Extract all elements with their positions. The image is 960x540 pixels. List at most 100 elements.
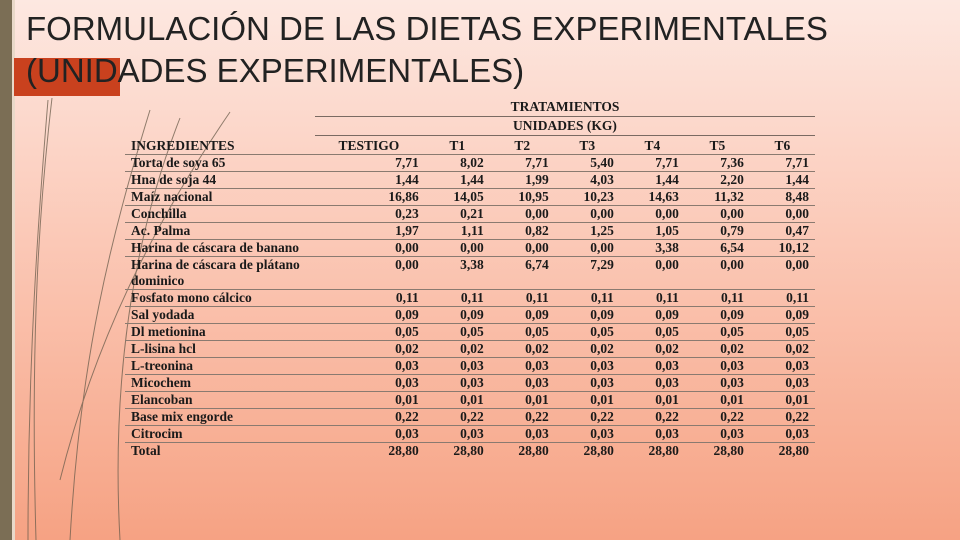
- ingredient-name: Dl metionina: [125, 323, 313, 341]
- table-row: L-treonina 0,03 0,03 0,03 0,03 0,03 0,03 0,03: [125, 357, 815, 375]
- table-cell: 6,74: [489, 256, 555, 290]
- column-header: TESTIGO: [313, 136, 425, 155]
- table-cell: 0,01: [424, 391, 490, 409]
- table-cell: 0,02: [619, 340, 685, 358]
- table-row: Total 28,80 28,80 28,80 28,80 28,80 28,80 28,80: [125, 443, 815, 460]
- table-cell: 1,25: [554, 222, 620, 240]
- ingredient-name: Micochem: [125, 374, 313, 392]
- ingredient-name: Ac. Palma: [125, 222, 313, 240]
- table-cell: 0,03: [554, 357, 620, 375]
- table-cell: 0,02: [554, 340, 620, 358]
- table-cell: 0,00: [684, 205, 750, 223]
- table-cell: 0,00: [749, 256, 815, 290]
- table-cell: 0,00: [489, 239, 555, 257]
- table-cell: 0,00: [684, 256, 750, 290]
- ingredient-name: Sal yodada: [125, 306, 313, 324]
- table-cell: 0,00: [313, 239, 425, 257]
- table-cell: 7,36: [684, 154, 750, 172]
- ingredient-name: Base mix engorde: [125, 408, 313, 426]
- table-cell: 0,79: [684, 222, 750, 240]
- ingredients-table: INGREDIENTES TESTIGO T1 T2 T3 T4 T5 T6 T…: [125, 136, 815, 459]
- table-cell: 0,01: [619, 391, 685, 409]
- table-cell: 0,11: [313, 289, 425, 307]
- ingredient-name: Conchilla: [125, 205, 313, 223]
- table-cell: 28,80: [518, 443, 549, 458]
- table-cell: 0,09: [554, 306, 620, 324]
- ingredient-name: L-lisina hcl: [125, 340, 313, 358]
- table-cell: 0,03: [489, 357, 555, 375]
- table-row: L-lisina hcl 0,02 0,02 0,02 0,02 0,02 0,02 0,02: [125, 340, 815, 358]
- table-cell: 1,44: [313, 171, 425, 189]
- table-cell: 28,80: [583, 443, 614, 458]
- table-cell: 0,03: [684, 425, 750, 443]
- column-header: T3: [554, 136, 620, 155]
- table-cell: 0,00: [313, 256, 425, 290]
- table-cell: 0,01: [684, 391, 750, 409]
- table-cell: 0,02: [424, 340, 490, 358]
- table-cell: 7,71: [313, 154, 425, 172]
- table-cell: 0,09: [313, 306, 425, 324]
- table-cell: 5,40: [554, 154, 620, 172]
- table-cell: 0,03: [489, 425, 555, 443]
- left-decorative-stripe: [12, 0, 15, 540]
- column-header: INGREDIENTES: [125, 136, 313, 155]
- table-cell: 0,03: [554, 425, 620, 443]
- table-cell: 0,03: [749, 425, 815, 443]
- table-row: Torta de soya 65 7,71 8,02 7,71 5,40 7,71 7,36…: [125, 154, 815, 172]
- table-cell: 0,11: [554, 289, 620, 307]
- table-cell: 28,80: [648, 443, 679, 458]
- column-header: T1: [424, 136, 490, 155]
- table-cell: 0,02: [313, 340, 425, 358]
- table-cell: 0,02: [684, 340, 750, 358]
- ingredient-name: Fosfato mono cálcico: [125, 289, 313, 307]
- table-cell: 16,86: [313, 188, 425, 206]
- treatments-header: TRATAMIENTOS: [315, 98, 815, 117]
- column-header: T4: [619, 136, 685, 155]
- table-cell: 0,03: [684, 357, 750, 375]
- ingredient-name: Harina de cáscara de banano: [125, 239, 313, 257]
- table-cell: 0,05: [313, 323, 425, 341]
- table-cell: 0,22: [424, 408, 490, 426]
- table-cell: 1,44: [619, 171, 685, 189]
- ingredient-name: L-treonina: [125, 357, 313, 375]
- table-cell: 0,03: [619, 425, 685, 443]
- table-cell: 0,03: [424, 374, 490, 392]
- table-cell: 11,32: [684, 188, 750, 206]
- table-cell: 10,23: [554, 188, 620, 206]
- table-row: Fosfato mono cálcico 0,11 0,11 0,11 0,11 0,11…: [125, 289, 815, 307]
- table-cell: 0,11: [749, 289, 815, 307]
- table-cell: 0,03: [684, 374, 750, 392]
- table-cell: 3,38: [619, 239, 685, 257]
- table-cell: 1,99: [489, 171, 555, 189]
- table-cell: 0,22: [619, 408, 685, 426]
- table-cell: 0,03: [554, 374, 620, 392]
- table-cell: 0,00: [424, 239, 490, 257]
- table-cell: 0,00: [554, 239, 620, 257]
- table-cell: 0,11: [424, 289, 490, 307]
- table-cell: 3,38: [424, 256, 490, 290]
- table-cell: 0,02: [749, 340, 815, 358]
- table-cell: 0,47: [749, 222, 815, 240]
- table-cell: 0,03: [313, 374, 425, 392]
- ingredient-name: Harina de cáscara de plátano dominico: [125, 256, 313, 290]
- ingredient-name: Total: [131, 443, 161, 458]
- table-row: Citrocim 0,03 0,03 0,03 0,03 0,03 0,03 0,03: [125, 425, 815, 443]
- table-cell: 28,80: [388, 443, 419, 458]
- left-decorative-bar: [0, 0, 12, 540]
- table-row: Maíz nacional 16,86 14,05 10,95 10,23 14,63 11…: [125, 188, 815, 206]
- table-cell: 0,82: [489, 222, 555, 240]
- table-cell: 0,05: [619, 323, 685, 341]
- table-cell: 0,00: [749, 205, 815, 223]
- table-row: Micochem 0,03 0,03 0,03 0,03 0,03 0,03 0,03: [125, 374, 815, 392]
- table-row: Hna de soja 44 1,44 1,44 1,99 4,03 1,44 2,20 1,…: [125, 171, 815, 189]
- table-cell: 0,05: [554, 323, 620, 341]
- table-cell: 0,03: [424, 357, 490, 375]
- table-cell: 0,01: [749, 391, 815, 409]
- title-accent-block: [14, 58, 120, 96]
- table-cell: 8,48: [749, 188, 815, 206]
- table-cell: 0,02: [489, 340, 555, 358]
- table-cell: 7,29: [554, 256, 620, 290]
- table-cell: 0,21: [424, 205, 490, 223]
- table-cell: 0,03: [313, 357, 425, 375]
- table-cell: 0,00: [619, 205, 685, 223]
